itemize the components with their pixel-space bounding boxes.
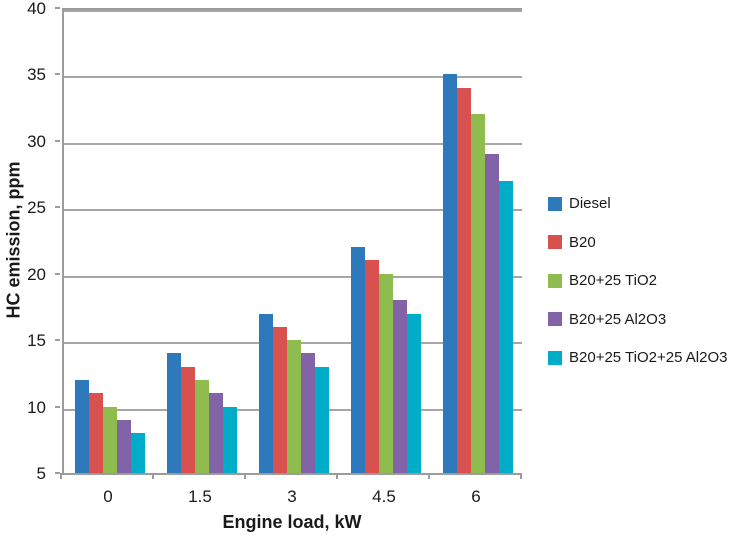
legend-item-B20+25 Al2O3: B20+25 Al2O3 bbox=[548, 310, 727, 328]
y-tick-mark-40 bbox=[55, 7, 60, 9]
legend-label-B20+25 Al2O3: B20+25 Al2O3 bbox=[569, 310, 667, 328]
x-tick-mark-2 bbox=[244, 473, 246, 479]
x-tick-mark-4 bbox=[428, 473, 430, 479]
legend-label-B20+25 TiO2+25 Al2O3: B20+25 TiO2+25 Al2O3 bbox=[569, 349, 728, 366]
gridline-25 bbox=[64, 209, 522, 212]
bar-group-6 bbox=[432, 10, 524, 473]
bar-B20+25 TiO2-6 bbox=[471, 114, 485, 473]
bar-B20+25 Al2O3-6 bbox=[485, 154, 499, 473]
y-tick-mark-20 bbox=[55, 272, 60, 275]
bar-B20+25 TiO2+25 Al2O3-0 bbox=[131, 433, 145, 473]
bar-Diesel-0 bbox=[75, 380, 89, 473]
bar-B20+25 TiO2+25 Al2O3-6 bbox=[499, 180, 513, 473]
legend-swatch-B20+25 TiO2+25 Al2O3 bbox=[548, 350, 562, 365]
bar-B20+25 Al2O3-4.5 bbox=[393, 300, 407, 473]
gridline-35 bbox=[64, 76, 522, 79]
bar-B20+25 Al2O3-3 bbox=[301, 353, 315, 473]
legend-label-B20: B20 bbox=[569, 233, 596, 251]
bar-B20+25 TiO2+25 Al2O3-3 bbox=[315, 366, 329, 473]
bar-B20+25 TiO2-0 bbox=[103, 406, 117, 473]
bar-B20-1.5 bbox=[181, 366, 195, 473]
y-tick-label-25: 25 bbox=[27, 198, 46, 218]
bar-Diesel-1.5 bbox=[167, 353, 181, 473]
gridline-30 bbox=[64, 142, 522, 145]
y-axis-title: HC emission, ppm bbox=[3, 161, 24, 319]
y-tick-mark-35 bbox=[55, 73, 60, 76]
x-tick-label-3: 3 bbox=[287, 487, 297, 506]
legend-swatch-B20+25 TiO2 bbox=[548, 273, 562, 288]
bar-Diesel-3 bbox=[259, 313, 273, 473]
y-tick-mark-5 bbox=[55, 472, 60, 474]
y-tick-label-15: 15 bbox=[27, 331, 46, 351]
gridline-40 bbox=[64, 10, 522, 12]
bar-B20+25 TiO2-4.5 bbox=[379, 273, 393, 473]
bar-group-3 bbox=[248, 10, 340, 473]
bar-group-0 bbox=[64, 10, 156, 473]
legend-item-Diesel: Diesel bbox=[548, 195, 727, 212]
x-axis-title: Engine load, kW bbox=[222, 512, 362, 532]
bar-B20+25 TiO2+25 Al2O3-1.5 bbox=[223, 406, 237, 473]
bar-Diesel-6 bbox=[443, 74, 457, 473]
bar-group-4.5 bbox=[340, 10, 432, 473]
y-tick-label-5: 5 bbox=[36, 464, 46, 483]
y-tick-label-35: 35 bbox=[27, 65, 46, 85]
x-tick-mark-0 bbox=[60, 473, 62, 479]
legend-swatch-Diesel bbox=[548, 196, 562, 211]
legend-swatch-B20+25 Al2O3 bbox=[548, 312, 562, 326]
bar-B20+25 TiO2-1.5 bbox=[195, 380, 209, 473]
bar-B20+25 Al2O3-1.5 bbox=[209, 393, 223, 473]
x-tick-label-6: 6 bbox=[471, 487, 481, 506]
legend-item-B20+25 TiO2: B20+25 TiO2 bbox=[548, 272, 727, 289]
legend-label-B20+25 TiO2: B20+25 TiO2 bbox=[569, 272, 657, 289]
bar-B20-3 bbox=[273, 326, 287, 473]
x-axis-line bbox=[62, 473, 522, 475]
y-tick-mark-15 bbox=[55, 339, 60, 342]
x-tick-label-4.5: 4.5 bbox=[372, 487, 396, 506]
bar-B20+25 TiO2+25 Al2O3-4.5 bbox=[407, 313, 421, 473]
legend: Diesel B20 B20+25 TiO2 B20+25 Al2O3 B20+25 T… bbox=[548, 195, 728, 389]
legend-item-B20: B20 bbox=[548, 233, 727, 251]
x-tick-mark-1 bbox=[152, 473, 154, 479]
legend-item-B20+25 TiO2+25 Al2O3: B20+25 TiO2+25 Al2O3 bbox=[548, 349, 728, 366]
y-tick-label-30: 30 bbox=[27, 131, 46, 151]
bar-B20+25 Al2O3-0 bbox=[117, 419, 131, 473]
bar-group-1.5 bbox=[156, 10, 248, 473]
bar-B20-4.5 bbox=[365, 260, 379, 473]
gridline-20 bbox=[64, 275, 522, 278]
y-tick-mark-30 bbox=[55, 139, 60, 142]
x-tick-label-1.5: 1.5 bbox=[188, 487, 212, 506]
y-tick-label-10: 10 bbox=[27, 397, 46, 417]
y-tick-label-20: 20 bbox=[27, 264, 46, 284]
bar-Diesel-4.5 bbox=[351, 247, 365, 473]
bar-B20+25 TiO2-3 bbox=[287, 340, 301, 473]
y-tick-mark-10 bbox=[55, 405, 60, 408]
plot-area bbox=[62, 8, 524, 475]
y-tick-label-40: 40 bbox=[27, 0, 46, 18]
x-tick-mark-5 bbox=[520, 473, 522, 479]
y-tick-mark-25 bbox=[55, 206, 60, 209]
x-tick-label-0: 0 bbox=[103, 487, 113, 506]
legend-label-Diesel: Diesel bbox=[569, 195, 611, 212]
bar-B20-0 bbox=[89, 393, 103, 473]
legend-swatch-B20 bbox=[548, 235, 562, 249]
x-tick-mark-3 bbox=[336, 473, 338, 479]
bar-B20-6 bbox=[457, 87, 471, 473]
